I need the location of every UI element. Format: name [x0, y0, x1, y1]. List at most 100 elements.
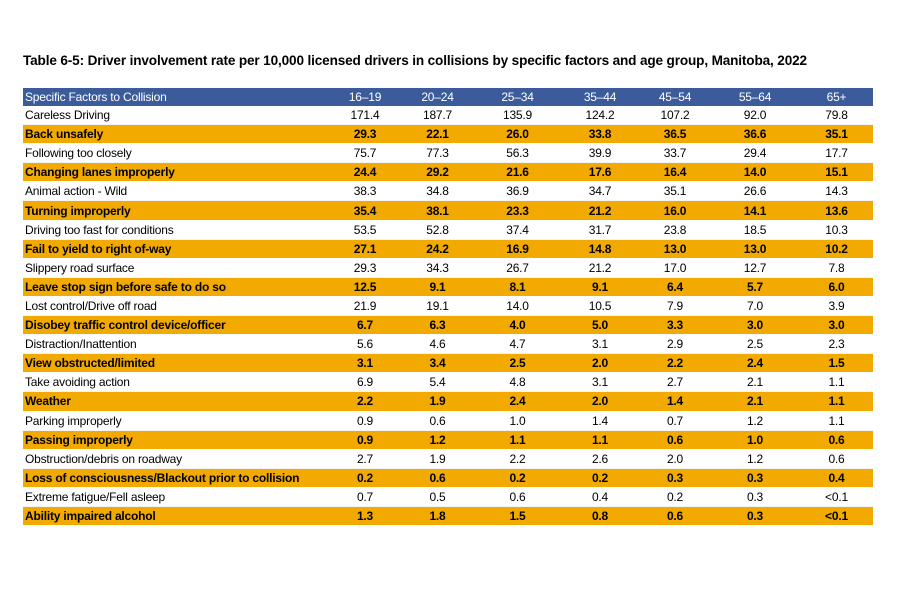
rate-cell: 12.7	[710, 258, 800, 278]
factor-label: Changing lanes improperly	[23, 162, 330, 183]
rate-cell: 17.7	[800, 143, 873, 164]
rate-cell: 14.0	[475, 296, 560, 317]
rate-cell: 9.1	[400, 277, 475, 297]
rate-cell: 0.3	[710, 468, 800, 488]
rate-cell: 135.9	[475, 106, 560, 126]
rate-cell: 0.6	[400, 411, 475, 431]
rate-cell: 14.1	[710, 200, 800, 221]
rate-cell: 6.7	[330, 315, 400, 336]
collision-factors-table: Specific Factors to Collision 16–19 20–2…	[23, 88, 873, 527]
factor-label: Loss of consciousness/Blackout prior to …	[23, 468, 330, 488]
rate-cell: 13.6	[800, 200, 873, 221]
table-row: Lost control/Drive off road 21.9 19.1 14.0 1…	[23, 296, 873, 317]
rate-cell: 107.2	[640, 106, 710, 126]
rate-cell: 19.1	[400, 296, 475, 317]
rate-cell: 13.0	[640, 239, 710, 259]
rate-cell: 92.0	[710, 106, 800, 126]
factor-label: Following too closely	[23, 143, 330, 164]
rate-cell: 56.3	[475, 143, 560, 164]
rate-cell: 0.6	[640, 430, 710, 450]
rate-cell: 2.7	[330, 449, 400, 469]
table-row: Passing improperly 0.9 1.2 1.1 1.1 0.6 1.0 0.6	[23, 430, 873, 450]
rate-cell: 0.3	[640, 468, 710, 488]
rate-cell: 1.2	[710, 449, 800, 469]
rate-cell: 52.8	[400, 220, 475, 240]
rate-cell: 7.0	[710, 296, 800, 317]
table-row: Disobey traffic control device/officer 6.…	[23, 315, 873, 336]
rate-cell: 5.4	[400, 372, 475, 393]
rate-cell: 4.6	[400, 334, 475, 355]
rate-cell: 0.7	[330, 487, 400, 507]
rate-cell: 34.7	[560, 181, 640, 202]
rate-cell: 29.3	[330, 124, 400, 145]
rate-cell: 7.8	[800, 258, 873, 278]
rate-cell: 38.3	[330, 181, 400, 202]
rate-cell: 2.0	[640, 449, 710, 469]
rate-cell: 13.0	[710, 239, 800, 259]
header-row: Specific Factors to Collision 16–19 20–2…	[23, 88, 873, 106]
rate-cell: 1.1	[800, 411, 873, 431]
table-row: Leave stop sign before safe to do so 12.5…	[23, 277, 873, 297]
column-header-35-44: 35–44	[560, 88, 640, 106]
rate-cell: 6.3	[400, 315, 475, 336]
rate-cell: 1.9	[400, 391, 475, 412]
rate-cell: 1.2	[400, 430, 475, 450]
rate-cell: 79.8	[800, 106, 873, 126]
rate-cell: 2.1	[710, 391, 800, 412]
rate-cell: 27.1	[330, 239, 400, 259]
column-header-25-34: 25–34	[475, 88, 560, 106]
rate-cell: 24.4	[330, 162, 400, 183]
rate-cell: 2.0	[560, 391, 640, 412]
rate-cell: 29.4	[710, 143, 800, 164]
table-row: Loss of consciousness/Blackout prior to …	[23, 468, 873, 488]
factor-label: Take avoiding action	[23, 372, 330, 393]
factor-label: Turning improperly	[23, 200, 330, 221]
rate-cell: 35.1	[800, 124, 873, 145]
factor-label: Animal action - Wild	[23, 181, 330, 202]
rate-cell: 10.2	[800, 239, 873, 259]
factor-label: Passing improperly	[23, 430, 330, 450]
column-header-65-plus: 65+	[800, 88, 873, 106]
rate-cell: 21.9	[330, 296, 400, 317]
rate-cell: 3.3	[640, 315, 710, 336]
rate-cell: 0.6	[800, 449, 873, 469]
factor-label: Parking improperly	[23, 411, 330, 431]
factor-label: Obstruction/debris on roadway	[23, 449, 330, 469]
rate-cell: 33.8	[560, 124, 640, 145]
rate-cell: 3.0	[710, 315, 800, 336]
rate-cell: 2.7	[640, 372, 710, 393]
rate-cell: 0.9	[330, 411, 400, 431]
table-row: Fail to yield to right of-way 27.1 24.2 16.…	[23, 239, 873, 259]
rate-cell: 35.4	[330, 200, 400, 221]
rate-cell: 36.6	[710, 124, 800, 145]
factor-label: Leave stop sign before safe to do so	[23, 277, 330, 297]
rate-cell: <0.1	[800, 506, 873, 527]
factor-label: Back unsafely	[23, 124, 330, 145]
rate-cell: 5.0	[560, 315, 640, 336]
factor-label: Careless Driving	[23, 106, 330, 126]
rate-cell: 34.8	[400, 181, 475, 202]
rate-cell: 1.4	[640, 391, 710, 412]
rate-cell: 17.0	[640, 258, 710, 278]
factor-label: Distraction/Inattention	[23, 334, 330, 355]
factor-label: View obstructed/limited	[23, 353, 330, 374]
rate-cell: 3.4	[400, 353, 475, 374]
table-row: Careless Driving 171.4 187.7 135.9 124.2 107.…	[23, 106, 873, 126]
rate-cell: 2.4	[710, 353, 800, 374]
table-row: Changing lanes improperly 24.4 29.2 21.6 17.…	[23, 162, 873, 183]
rate-cell: 17.6	[560, 162, 640, 183]
rate-cell: 8.1	[475, 277, 560, 297]
table-row: Back unsafely 29.3 22.1 26.0 33.8 36.5 36.6 35.…	[23, 124, 873, 145]
rate-cell: 1.5	[475, 506, 560, 527]
rate-cell: 2.3	[800, 334, 873, 355]
rate-cell: 1.9	[400, 449, 475, 469]
rate-cell: 0.3	[710, 487, 800, 507]
rate-cell: 187.7	[400, 106, 475, 126]
rate-cell: 1.5	[800, 353, 873, 374]
rate-cell: 26.6	[710, 181, 800, 202]
rate-cell: 4.7	[475, 334, 560, 355]
rate-cell: 37.4	[475, 220, 560, 240]
rate-cell: 1.1	[800, 391, 873, 412]
rate-cell: <0.1	[800, 487, 873, 507]
factor-label: Fail to yield to right of-way	[23, 239, 330, 259]
